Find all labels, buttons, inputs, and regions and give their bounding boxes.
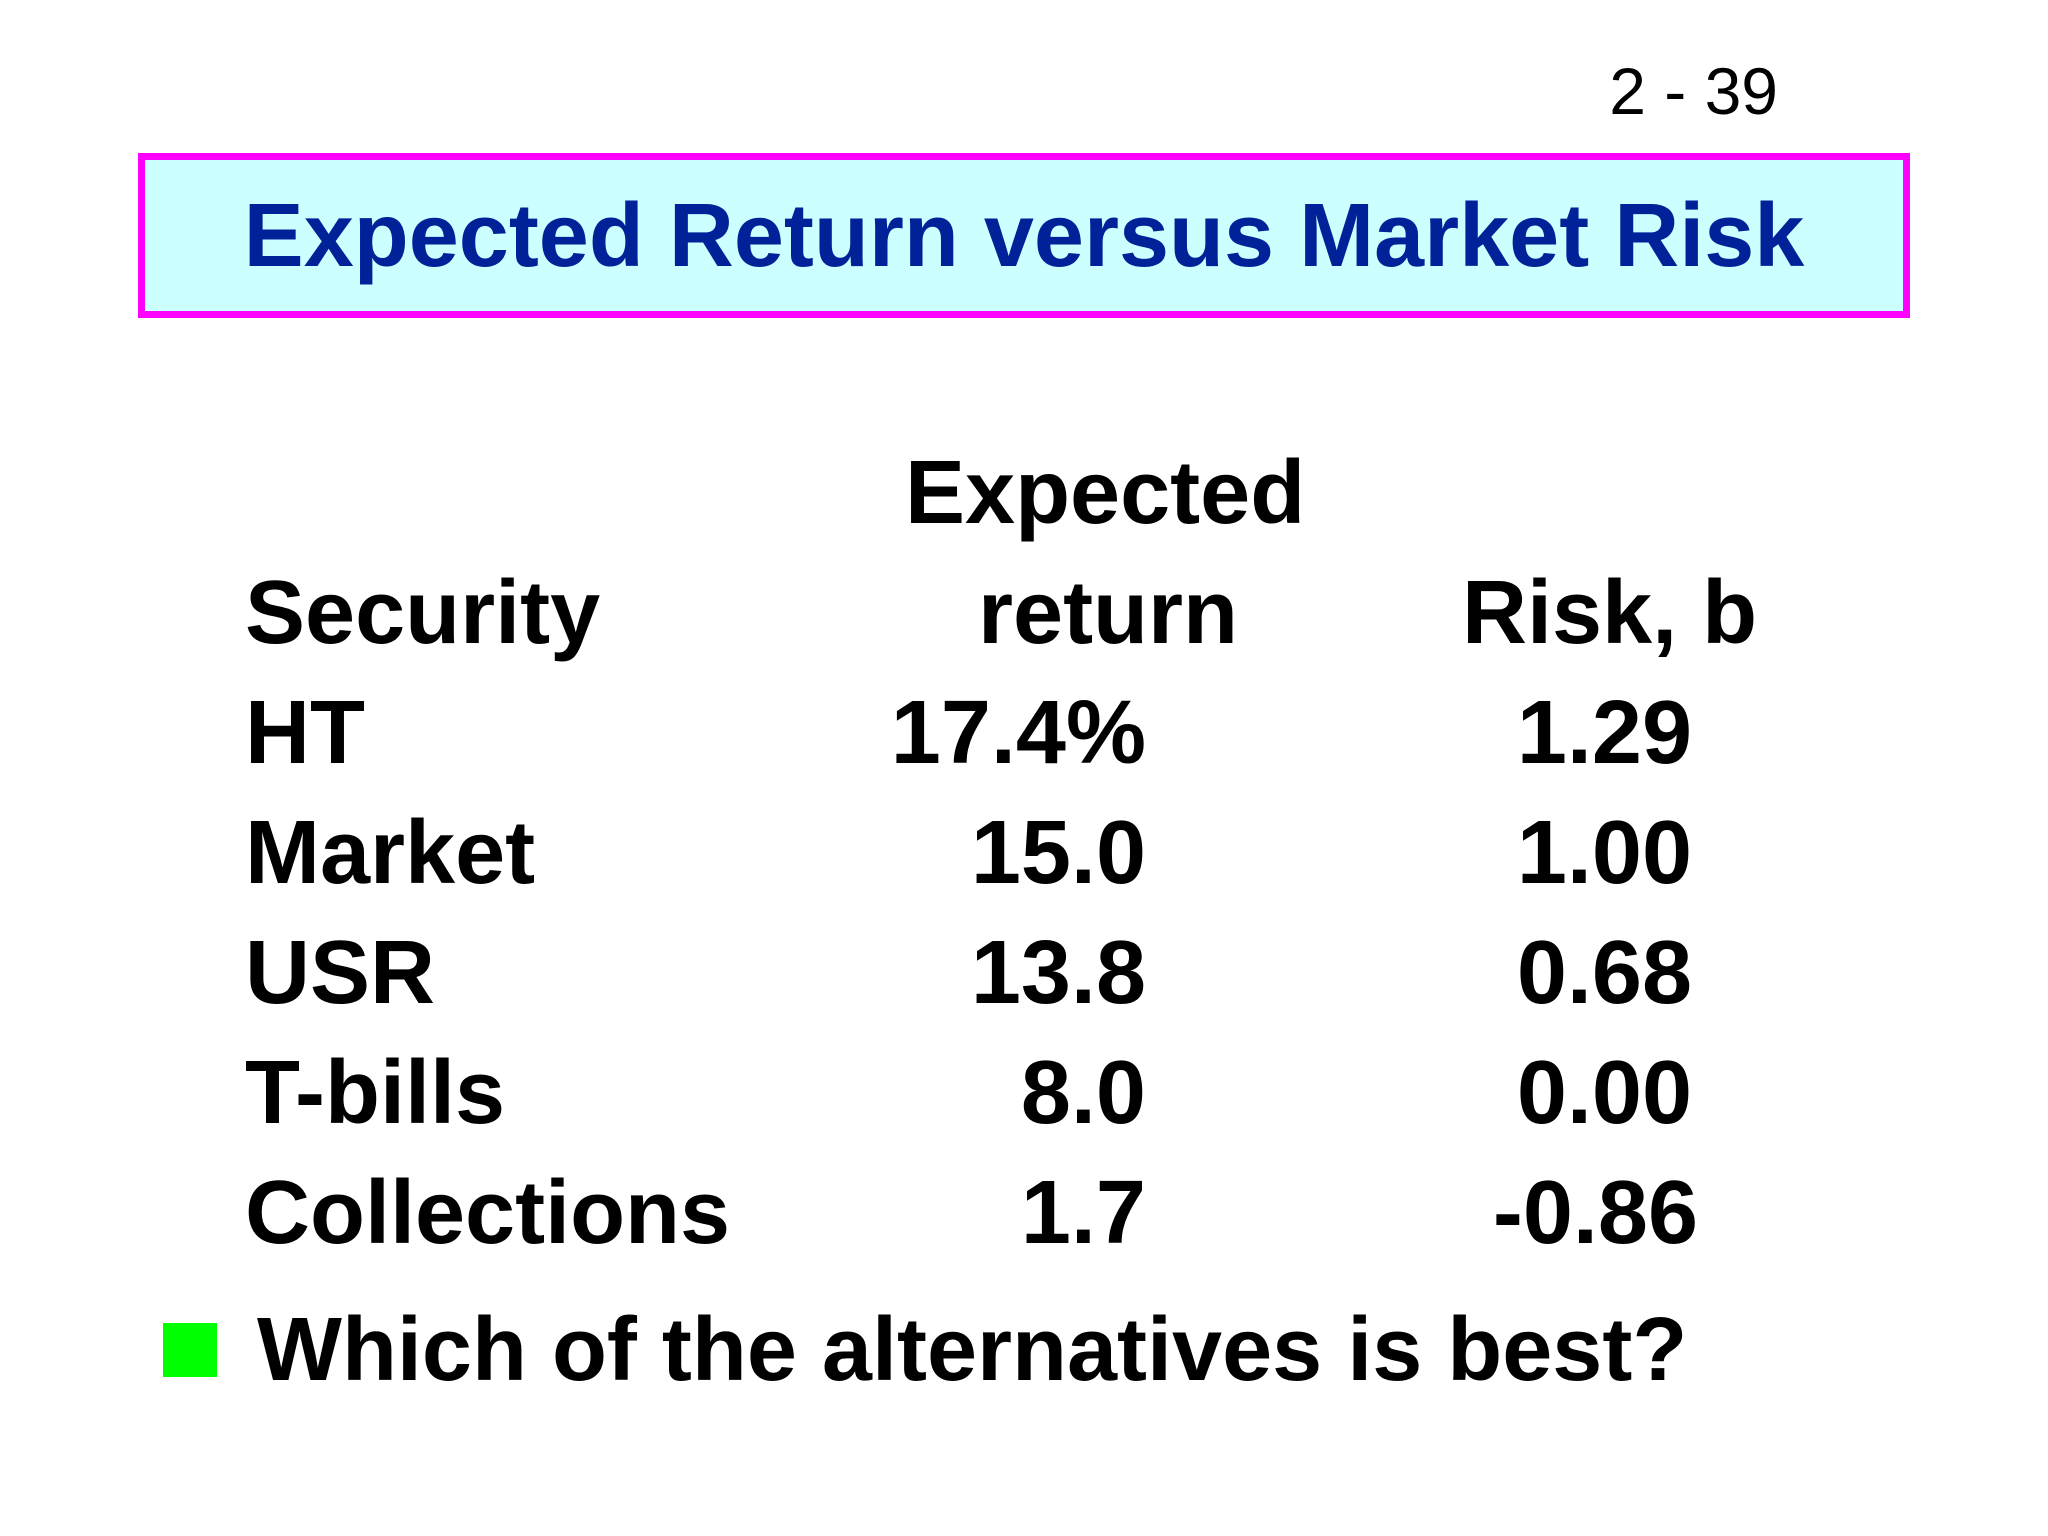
header-risk: Risk, b	[1462, 563, 1758, 663]
page-title: Expected Return versus Market Risk	[243, 185, 1805, 286]
header-expected-return-line1: Expected	[905, 443, 1306, 543]
row-expected-return: 17.4%	[890, 683, 1146, 783]
row-expected-return: 13.8	[970, 923, 1146, 1023]
row-risk: 0.68	[1516, 923, 1692, 1023]
row-security: Market	[245, 803, 536, 903]
row-security: T-bills	[245, 1043, 506, 1143]
row-risk: 1.00	[1516, 803, 1692, 903]
slide-number: 2 - 39	[1609, 54, 1778, 128]
row-security: Collections	[245, 1163, 731, 1263]
header-security: Security	[245, 563, 601, 663]
header-expected-return-line2: return	[978, 563, 1239, 663]
row-risk: 1.29	[1516, 683, 1692, 783]
green-square-bullet-icon	[163, 1323, 217, 1377]
row-expected-return: 8.0	[1020, 1043, 1146, 1143]
row-security: USR	[245, 923, 436, 1023]
bullet-text: Which of the alternatives is best?	[257, 1300, 1688, 1400]
row-expected-return: 15.0	[970, 803, 1146, 903]
title-box: Expected Return versus Market Risk	[138, 153, 1910, 318]
row-expected-return: 1.7	[1020, 1163, 1146, 1263]
row-risk: -0.86	[1492, 1163, 1698, 1263]
row-risk: 0.00	[1516, 1043, 1692, 1143]
row-security: HT	[245, 683, 365, 783]
bullet-question: Which of the alternatives is best?	[163, 1305, 1687, 1395]
